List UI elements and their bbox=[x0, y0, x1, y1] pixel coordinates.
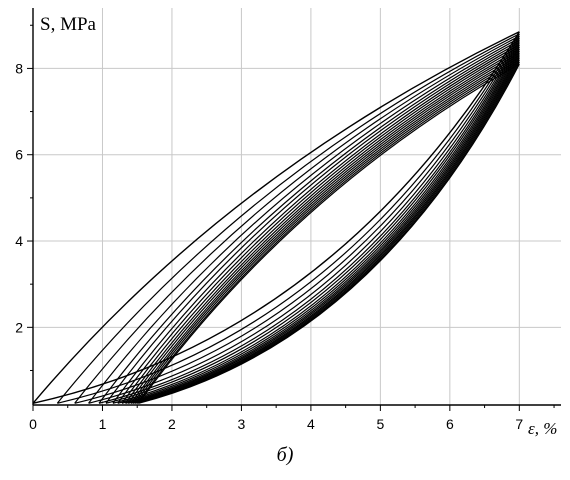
loop-series-6 bbox=[105, 41, 520, 404]
x-tick-label: 2 bbox=[168, 416, 176, 432]
loop-series-4 bbox=[88, 37, 520, 404]
hysteresis-chart: 0 1 2 3 4 5 6 7 2 4 6 8 S, MPa ε, % bbox=[15, 8, 561, 438]
y-tick-label: 2 bbox=[15, 319, 23, 335]
loop-series-11 bbox=[127, 52, 520, 404]
x-tick-label: 4 bbox=[307, 416, 315, 432]
loop-series-8 bbox=[117, 46, 520, 404]
loop-series-10 bbox=[124, 50, 520, 404]
x-tick-label: 0 bbox=[29, 416, 37, 432]
y-tick-label: 4 bbox=[15, 233, 23, 249]
x-tick-label: 1 bbox=[99, 416, 107, 432]
x-axis-label: ε, % bbox=[528, 419, 557, 438]
loop-series-1 bbox=[32, 31, 520, 404]
y-tick-label: 8 bbox=[15, 60, 23, 76]
loop-series-16 bbox=[138, 63, 520, 404]
x-tick-label: 3 bbox=[238, 416, 246, 432]
loop-series-14 bbox=[134, 59, 520, 404]
y-tick-label: 6 bbox=[15, 147, 23, 163]
x-tick-label: 6 bbox=[446, 416, 454, 432]
figure-caption: б) bbox=[276, 444, 294, 466]
loop-series-12 bbox=[130, 54, 520, 404]
y-axis-label: S, MPa bbox=[40, 14, 97, 35]
x-tick-label: 5 bbox=[376, 416, 384, 432]
y-ticks: 2 4 6 8 bbox=[15, 24, 33, 371]
loop-series-5 bbox=[98, 39, 520, 404]
x-tick-label: 7 bbox=[515, 416, 523, 432]
grid bbox=[33, 8, 561, 405]
series-group bbox=[32, 31, 520, 404]
loop-series-13 bbox=[132, 57, 520, 404]
loop-series-7 bbox=[112, 44, 520, 404]
loop-series-9 bbox=[121, 48, 520, 404]
axes bbox=[32, 8, 561, 406]
x-ticks: 0 1 2 3 4 5 6 7 bbox=[29, 405, 555, 432]
loop-series-15 bbox=[136, 61, 520, 404]
